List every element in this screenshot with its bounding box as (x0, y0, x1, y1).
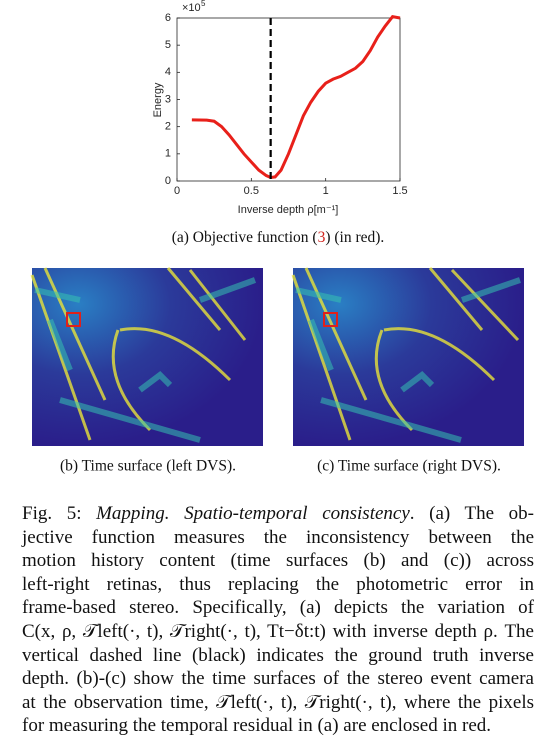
time-surface-right (291, 267, 524, 446)
caption-emphasis: Mapping. Spatio-temporal consistency (96, 503, 410, 524)
y-tick-label: 4 (165, 66, 171, 78)
caption-c: (c) Time surface (right DVS). (317, 458, 501, 475)
y-tick-label: 1 (165, 148, 171, 160)
caption-line: vertical dashed line (black) indicates t… (22, 644, 534, 666)
y-tick-label: 5 (165, 39, 171, 51)
caption-b: (b) Time surface (left DVS). (60, 458, 236, 475)
x-tick-label: 1.5 (392, 185, 407, 197)
caption-a-ref: 3 (318, 229, 326, 246)
caption-line: for measuring the temporal residual in (… (22, 715, 492, 737)
caption-label: Fig. 5: (22, 503, 97, 524)
caption-line: at the observation time, 𝒯left(·, t), 𝒯r… (22, 691, 534, 713)
x-tick-label: 0 (174, 185, 180, 197)
caption-text: . (a) The ob- (409, 503, 534, 524)
caption-line: Fig. 5: Mapping. Spatio-temporal consist… (22, 502, 534, 526)
y-tick-label: 6 (165, 12, 171, 24)
time-surface-left (30, 267, 263, 446)
y-tick-label: 2 (165, 121, 171, 133)
caption-a: (a) Objective function (3) (in red). (172, 229, 385, 246)
y-multiplier-exponent: 5 (201, 0, 206, 8)
y-axis-label: Energy (152, 82, 164, 117)
caption-line: motion history content (time surfaces (b… (22, 550, 534, 572)
caption-a-text: ) (in red). (325, 229, 384, 246)
caption-line: C(x, ρ, 𝒯left(·, t), 𝒯right(·, t), Tt−δt… (22, 620, 534, 642)
y-tick-label: 3 (165, 93, 171, 105)
x-tick-label: 1 (323, 185, 329, 197)
caption-line: jective function measures the inconsiste… (22, 526, 534, 548)
energy-curve (191, 15, 401, 180)
y-tick-label: 0 (165, 175, 171, 187)
caption-line: left-right retinas, thus replacing the p… (22, 573, 534, 595)
x-tick-label: 0.5 (244, 185, 259, 197)
figure-caption: Fig. 5: Mapping. Spatio-temporal consist… (22, 502, 534, 738)
x-axis-label: Inverse depth ρ[m⁻¹] (238, 204, 339, 216)
figure: ×10 5 Energy Inverse depth ρ[m⁻¹] (a) Ob… (30, 0, 524, 475)
caption-line: depth. (b)-(c) show the time surfaces of… (22, 668, 534, 690)
caption-a-text: (a) Objective function ( (172, 229, 318, 246)
caption-line: frame-based stereo. Specifically, (a) de… (22, 597, 534, 619)
y-multiplier: ×10 (182, 2, 201, 14)
